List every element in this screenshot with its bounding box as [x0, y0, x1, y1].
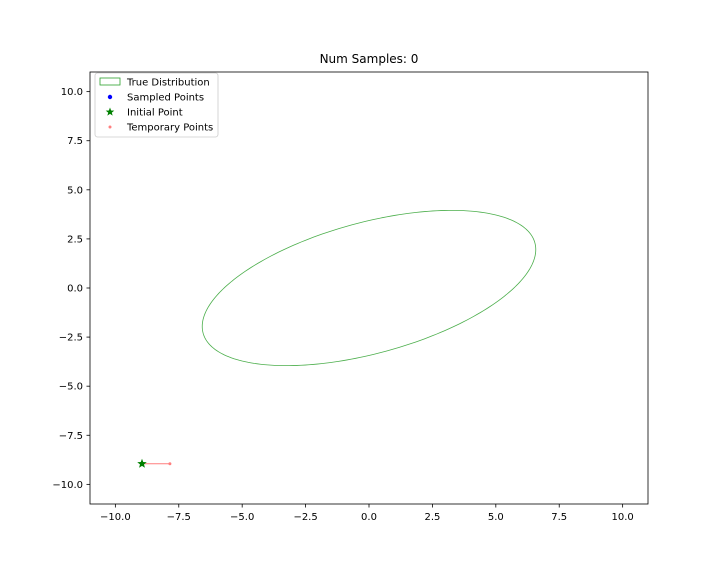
x-tick-label: 7.5: [551, 512, 567, 523]
y-axis: 10.0 7.5 5.0 2.5 0.0 −2.5 −5.0 −7.5 −10.0: [52, 87, 90, 491]
y-tick-label: −5.0: [59, 382, 83, 393]
x-tick-label: −2.5: [293, 512, 317, 523]
y-tick-label: 7.5: [67, 136, 83, 147]
chart-title: Num Samples: 0: [320, 52, 419, 66]
data-layer: [137, 209, 537, 468]
legend-circle-icon: [107, 94, 113, 100]
y-tick-label: 0.0: [67, 284, 83, 295]
true-distribution-ellipse: [201, 209, 537, 367]
initial-point: [137, 458, 147, 468]
x-tick-label: −5.0: [230, 512, 254, 523]
y-tick-label: −7.5: [59, 431, 83, 442]
y-tick-label: 2.5: [67, 234, 83, 245]
x-tick-label: −10.0: [100, 512, 131, 523]
x-tick-label: 10.0: [612, 512, 634, 523]
x-tick-label: −7.5: [167, 512, 191, 523]
x-tick-label: 2.5: [424, 512, 440, 523]
legend-label: True Distribution: [126, 78, 210, 89]
y-tick-label: −2.5: [59, 333, 83, 344]
x-tick-label: 0.0: [361, 512, 377, 523]
y-tick-label: 10.0: [61, 87, 83, 98]
legend: True Distribution Sampled Points Initial P…: [94, 72, 219, 138]
y-tick-label: 5.0: [67, 185, 83, 196]
legend-star-icon: [105, 107, 115, 116]
legend-label: Initial Point: [127, 108, 183, 119]
legend-label: Temporary Points: [126, 123, 213, 134]
x-tick-label: 5.0: [488, 512, 504, 523]
legend-box: [94, 72, 219, 138]
x-axis: −10.0 −7.5 −5.0 −2.5 0.0 2.5 5.0 7.5 10.0: [100, 504, 634, 523]
legend-circle-icon: [108, 125, 112, 129]
y-tick-label: −10.0: [52, 480, 83, 491]
legend-label: Sampled Points: [127, 93, 204, 104]
plot-area: [90, 72, 648, 504]
temporary-point: [168, 462, 172, 466]
legend-patch-icon: [99, 77, 121, 86]
